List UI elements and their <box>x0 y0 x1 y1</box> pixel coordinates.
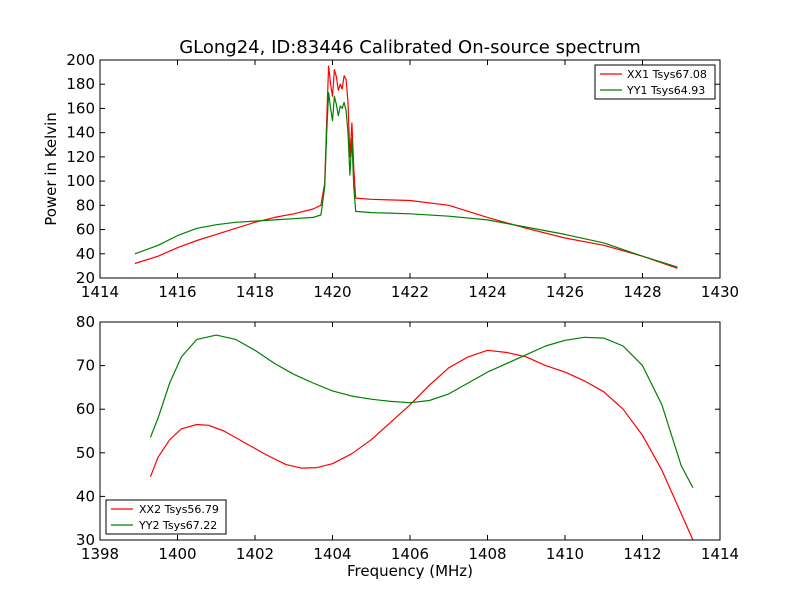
y-tick-label: 60 <box>76 221 95 239</box>
y-tick-label: 200 <box>66 51 95 69</box>
x-axis-label: Frequency (MHz) <box>347 562 473 580</box>
series-line-xx1 <box>134 65 678 269</box>
top-legend-box <box>594 64 716 100</box>
y-tick-label: 140 <box>66 124 95 142</box>
bottom-legend: XX2 Tsys56.79 YY2 Tsys67.22 <box>105 499 227 535</box>
bottom-plot-frame <box>99 321 721 541</box>
y-tick-label: 40 <box>76 245 95 263</box>
x-tick-label: 1406 <box>391 545 429 563</box>
legend-label-yy2: YY2 Tsys67.22 <box>138 519 217 532</box>
top-series-layer <box>134 65 678 269</box>
y-tick-label: 70 <box>76 357 95 375</box>
x-tick-label: 1404 <box>313 545 351 563</box>
y-tick-label: 120 <box>66 148 95 166</box>
y-tick-label: 20 <box>76 269 95 287</box>
x-tick-label: 1398 <box>81 545 119 563</box>
y-tick-label: 60 <box>76 400 95 418</box>
y-tick-label: 40 <box>76 487 95 505</box>
y-tick-label: 160 <box>66 99 95 117</box>
x-tick-label: 1400 <box>158 545 196 563</box>
top-tick-layer: 1414 1416 1418 1420 1422 1424 1426 1428 1430 20 40… <box>66 51 739 301</box>
bottom-tick-layer: 1398 1400 1402 1404 1406 1408 1410 1412 1414 30 40… <box>76 313 739 563</box>
x-tick-label: 1416 <box>158 283 196 301</box>
chart-title: GLong24, ID:83446 Calibrated On-source s… <box>179 37 641 58</box>
y-tick-label: 100 <box>66 172 95 190</box>
bottom-series-layer <box>149 334 694 541</box>
x-tick-label: 1418 <box>236 283 274 301</box>
x-tick-label: 1428 <box>623 283 661 301</box>
x-tick-label: 1414 <box>701 545 739 563</box>
legend-label-yy1: YY1 Tsys64.93 <box>626 84 705 97</box>
series-line-yy1 <box>134 92 678 268</box>
x-tick-label: 1402 <box>236 545 274 563</box>
bottom-legend-box <box>105 499 227 535</box>
y-tick-label: 80 <box>76 313 95 331</box>
top-panel: 1414 1416 1418 1420 1422 1424 1426 1428 1430 20 40… <box>42 51 739 301</box>
x-tick-label: 1414 <box>81 283 119 301</box>
legend-label-xx2: XX2 Tsys56.79 <box>139 503 219 516</box>
x-tick-label: 1408 <box>468 545 506 563</box>
x-tick-label: 1412 <box>623 545 661 563</box>
y-tick-label: 180 <box>66 75 95 93</box>
top-y-axis-label: Power in Kelvin <box>42 112 60 226</box>
y-tick-label: 80 <box>76 196 95 214</box>
series-line-yy2 <box>149 334 694 488</box>
x-tick-label: 1424 <box>468 283 506 301</box>
bottom-panel: 1398 1400 1402 1404 1406 1408 1410 1412 1414 30 40… <box>76 313 739 580</box>
y-tick-label: 30 <box>76 531 95 549</box>
x-tick-label: 1426 <box>546 283 584 301</box>
y-tick-label: 50 <box>76 444 95 462</box>
x-tick-label: 1410 <box>546 545 584 563</box>
top-legend: XX1 Tsys67.08 YY1 Tsys64.93 <box>594 64 716 100</box>
x-tick-label: 1430 <box>701 283 739 301</box>
x-tick-label: 1422 <box>391 283 429 301</box>
legend-label-xx1: XX1 Tsys67.08 <box>627 68 707 81</box>
x-tick-label: 1420 <box>313 283 351 301</box>
top-plot-frame <box>99 59 721 279</box>
series-line-xx2 <box>149 349 694 541</box>
